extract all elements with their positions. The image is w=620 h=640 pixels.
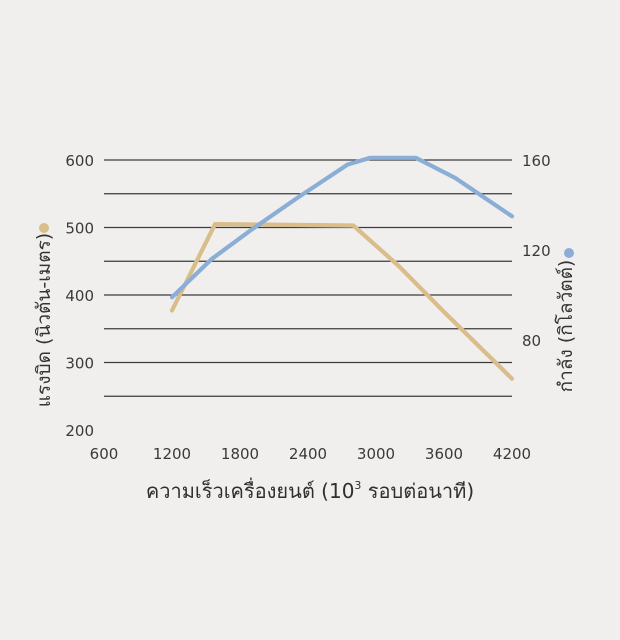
left-axis-ticks: 200 300 400 500 600 bbox=[65, 152, 94, 440]
right-tick-label: 160 bbox=[522, 152, 551, 170]
left-tick-label: 400 bbox=[65, 287, 94, 305]
x-tick-label: 4200 bbox=[493, 445, 531, 463]
x-tick-label: 600 bbox=[90, 445, 119, 463]
power-legend-dot bbox=[564, 248, 574, 258]
left-tick-label: 300 bbox=[65, 355, 94, 373]
left-tick-label: 600 bbox=[65, 152, 94, 170]
x-axis-title: ความเร็วเครื่องยนต์ (103 รอบต่อนาที) bbox=[146, 477, 474, 503]
left-tick-label: 500 bbox=[65, 220, 94, 238]
right-axis-title-group: กำลัง (กิโลวัตต์) bbox=[554, 260, 577, 393]
left-tick-label: 200 bbox=[65, 422, 94, 440]
x-axis-title-tail: รอบต่อนาที) bbox=[361, 479, 474, 503]
x-axis-ticks: 600 1200 1800 2400 3000 3600 4200 bbox=[90, 445, 531, 463]
right-axis-ticks: 80 120 160 bbox=[522, 152, 551, 350]
x-tick-label: 1800 bbox=[221, 445, 259, 463]
right-axis-title: กำลัง (กิโลวัตต์) bbox=[554, 260, 577, 393]
torque-line bbox=[169, 222, 515, 381]
x-tick-label: 1200 bbox=[153, 445, 191, 463]
x-tick-label: 2400 bbox=[289, 445, 327, 463]
right-tick-label: 80 bbox=[522, 332, 541, 350]
left-axis-title: แรงบิด (นิวตัน-เมตร) bbox=[33, 233, 55, 407]
x-tick-label: 3000 bbox=[357, 445, 395, 463]
torque-legend-dot bbox=[39, 223, 49, 233]
power-line bbox=[169, 155, 515, 300]
x-axis-title-sup: 3 bbox=[354, 479, 361, 492]
gridlines bbox=[104, 159, 512, 397]
right-tick-label: 120 bbox=[522, 242, 551, 260]
x-tick-label: 3600 bbox=[425, 445, 463, 463]
left-axis-title-group: แรงบิด (นิวตัน-เมตร) bbox=[33, 233, 55, 407]
x-axis-title-main: ความเร็วเครื่องยนต์ (10 bbox=[146, 477, 355, 503]
series-lines bbox=[169, 155, 515, 381]
